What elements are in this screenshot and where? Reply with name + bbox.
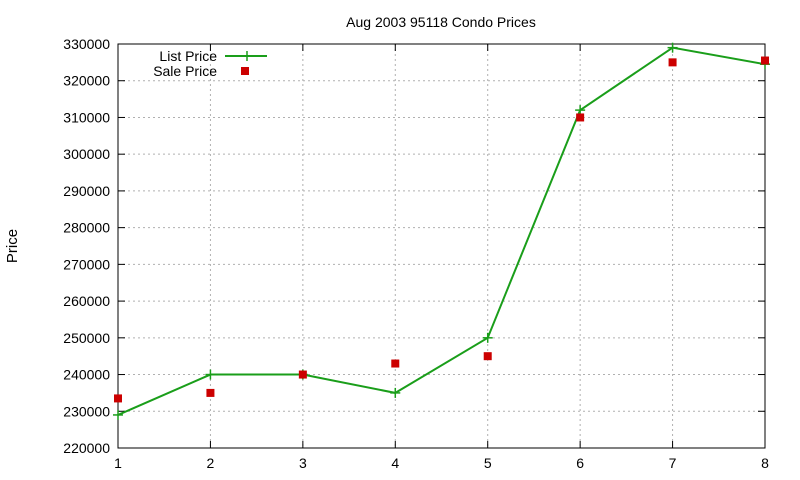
y-tick-label: 300000 (63, 146, 110, 162)
legend-label-sale-price: Sale Price (153, 63, 217, 79)
y-tick-label: 220000 (63, 440, 110, 456)
sale-price-point (391, 359, 400, 368)
sale-price-point (576, 113, 585, 122)
list-price-point (390, 387, 401, 398)
x-tick-label: 2 (207, 455, 215, 471)
x-tick-label: 1 (114, 455, 122, 471)
sale-price-point (483, 352, 492, 361)
list-price-point (205, 369, 216, 380)
sale-price-point (114, 394, 122, 403)
x-tick-label: 3 (299, 455, 307, 471)
list-price-point (575, 105, 586, 116)
sale-price-point (298, 370, 307, 379)
chart-title: Aug 2003 95118 Condo Prices (346, 14, 536, 30)
legend: List Price Sale Price (153, 48, 267, 79)
list-price-line (117, 46, 766, 416)
legend-marker-sale-price (241, 67, 249, 75)
list-price-point (667, 42, 678, 53)
x-tick-label: 7 (669, 455, 677, 471)
y-tick-label: 260000 (63, 293, 110, 309)
sale-price-point (761, 56, 769, 65)
list-price-point (482, 332, 493, 343)
sale-price-point (668, 58, 677, 67)
y-tick-label: 330000 (63, 36, 110, 52)
plot-frame (117, 43, 766, 449)
legend-marker-list-price (242, 51, 252, 61)
x-tick-label: 8 (761, 455, 769, 471)
x-tick-label: 5 (484, 455, 492, 471)
sale-price-point (206, 388, 215, 397)
y-tick-label: 270000 (63, 256, 110, 272)
y-tick-label: 310000 (63, 109, 110, 125)
x-tick-label: 4 (391, 455, 399, 471)
y-tick-label: 290000 (63, 183, 110, 199)
grid (118, 44, 765, 448)
y-axis-label: Price (4, 229, 21, 263)
list-price-point (113, 409, 123, 420)
y-tick-label: 250000 (63, 330, 110, 346)
y-tick-label: 280000 (63, 220, 110, 236)
y-tick-label: 230000 (63, 403, 110, 419)
axis-ticks: 220000 230000 240000 250000 260000 270000 2800… (63, 36, 769, 471)
series (113, 42, 770, 420)
legend-label-list-price: List Price (159, 48, 217, 64)
y-tick-label: 240000 (63, 367, 110, 383)
y-tick-label: 320000 (63, 73, 110, 89)
x-tick-label: 6 (576, 455, 584, 471)
